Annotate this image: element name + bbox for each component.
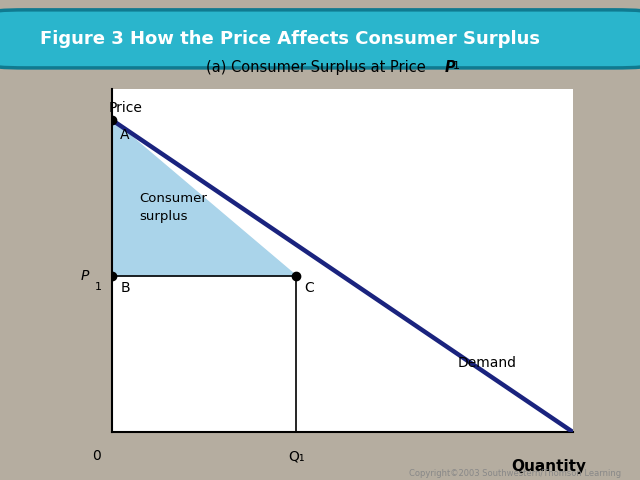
Text: (a) Consumer Surplus at Price: (a) Consumer Surplus at Price	[205, 60, 435, 75]
Text: A: A	[120, 128, 130, 142]
FancyBboxPatch shape	[0, 10, 640, 68]
Text: Price: Price	[108, 101, 142, 115]
Text: 1: 1	[453, 61, 460, 72]
Text: C: C	[305, 281, 314, 295]
Text: Quantity: Quantity	[511, 458, 587, 473]
Text: Demand: Demand	[458, 356, 516, 371]
Text: P: P	[81, 269, 89, 283]
Text: 0: 0	[92, 449, 100, 463]
Text: P: P	[445, 60, 456, 75]
Text: Consumer
surplus: Consumer surplus	[140, 192, 207, 223]
Text: Figure 3 How the Price Affects Consumer Surplus: Figure 3 How the Price Affects Consumer …	[40, 30, 540, 48]
Text: 1: 1	[95, 282, 102, 292]
Text: Q₁: Q₁	[288, 449, 305, 463]
Text: B: B	[120, 281, 130, 295]
Text: Copyright©2003 Southwestern/Thomson Learning: Copyright©2003 Southwestern/Thomson Lear…	[409, 468, 621, 478]
Polygon shape	[112, 120, 296, 276]
